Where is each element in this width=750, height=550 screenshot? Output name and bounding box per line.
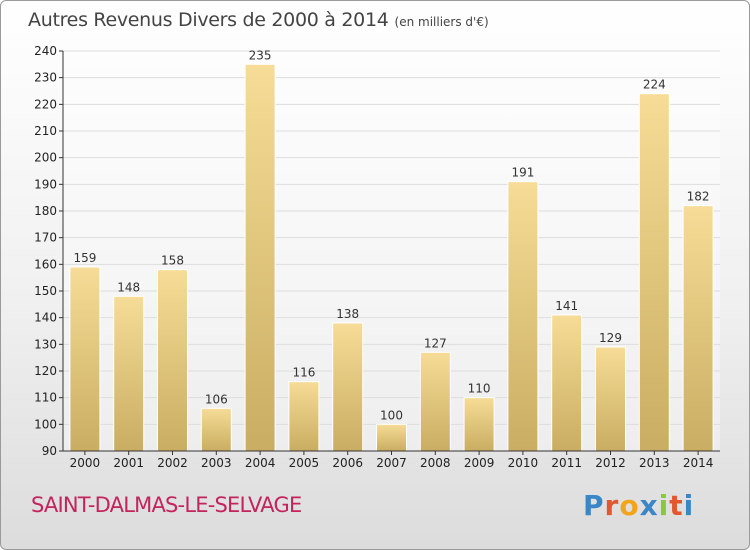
y-tick-label: 120 bbox=[34, 364, 57, 378]
logo-letter: P bbox=[583, 489, 605, 522]
logo-letter: x bbox=[639, 489, 659, 522]
bar bbox=[332, 322, 364, 452]
x-tick-label: 2009 bbox=[464, 456, 495, 470]
y-tick-label: 170 bbox=[34, 231, 57, 245]
proxiti-logo: Proxiti bbox=[583, 489, 694, 522]
bar bbox=[113, 295, 145, 452]
logo-letter: t bbox=[669, 489, 684, 522]
bar bbox=[244, 63, 276, 452]
bar-value-label: 116 bbox=[292, 366, 315, 380]
bar-value-label: 148 bbox=[117, 280, 140, 294]
title-unit: (en milliers d'€) bbox=[394, 15, 489, 29]
bar bbox=[507, 181, 539, 452]
commune-name: SAINT-DALMAS-LE-SELVAGE bbox=[31, 493, 302, 517]
x-tick-label: 2003 bbox=[201, 456, 232, 470]
bar bbox=[200, 407, 232, 452]
bar bbox=[463, 397, 495, 452]
logo-letter: i bbox=[683, 489, 695, 522]
bars bbox=[69, 63, 714, 452]
bar-value-label: 110 bbox=[468, 382, 491, 396]
bar-value-label: 106 bbox=[205, 392, 228, 406]
bar bbox=[682, 205, 714, 452]
y-tick-label: 110 bbox=[34, 391, 57, 405]
y-tick-label: 150 bbox=[34, 284, 57, 298]
y-tick-label: 240 bbox=[34, 44, 57, 58]
y-tick-label: 180 bbox=[34, 204, 57, 218]
chart-title: Autres Revenus Divers de 2000 à 2014 (en … bbox=[28, 9, 489, 31]
bar-value-label: 191 bbox=[511, 166, 534, 180]
axes bbox=[59, 50, 720, 455]
logo-letter: i bbox=[658, 489, 670, 522]
title-text: Autres Revenus Divers de 2000 à 2014 bbox=[28, 9, 389, 31]
x-tick-label: 2000 bbox=[70, 456, 101, 470]
y-tick-label: 220 bbox=[34, 97, 57, 111]
logo-letter: r bbox=[604, 489, 620, 522]
x-tick-label: 2010 bbox=[508, 456, 539, 470]
y-tick-label: 90 bbox=[42, 444, 57, 458]
x-tick-label: 2013 bbox=[639, 456, 670, 470]
bar-value-label: 100 bbox=[380, 408, 403, 422]
bar bbox=[419, 351, 451, 452]
bar bbox=[288, 381, 320, 452]
x-tick-label: 2014 bbox=[683, 456, 714, 470]
y-tick-label: 160 bbox=[34, 257, 57, 271]
bar bbox=[69, 266, 101, 452]
y-tick-label: 230 bbox=[34, 71, 57, 85]
bar bbox=[595, 346, 626, 452]
bar bbox=[376, 423, 407, 452]
x-tick-label: 2005 bbox=[289, 456, 320, 470]
bar-value-label: 182 bbox=[687, 190, 710, 204]
x-tick-label: 2001 bbox=[113, 456, 144, 470]
bar bbox=[638, 93, 670, 452]
bar-value-label: 159 bbox=[73, 251, 96, 265]
bar-value-label: 127 bbox=[424, 336, 447, 350]
y-tick-label: 140 bbox=[34, 311, 57, 325]
labels: 90 100 110 120 130 140 150 160 170 180 190 200 210 22… bbox=[34, 44, 713, 470]
bar bbox=[157, 269, 188, 452]
x-tick-label: 2002 bbox=[157, 456, 188, 470]
x-tick-label: 2011 bbox=[551, 456, 582, 470]
y-tick-label: 190 bbox=[34, 177, 57, 191]
logo-letter: o bbox=[619, 489, 640, 522]
y-tick-label: 100 bbox=[34, 417, 57, 431]
y-tick-label: 200 bbox=[34, 151, 57, 165]
bar-value-label: 158 bbox=[161, 254, 184, 268]
y-tick-label: 130 bbox=[34, 337, 57, 351]
bar bbox=[551, 314, 583, 452]
bar-value-label: 138 bbox=[336, 307, 359, 321]
y-tick-label: 210 bbox=[34, 124, 57, 138]
x-tick-label: 2012 bbox=[595, 456, 626, 470]
x-tick-label: 2008 bbox=[420, 456, 451, 470]
x-tick-label: 2007 bbox=[376, 456, 407, 470]
bar-value-label: 235 bbox=[249, 48, 272, 62]
x-tick-label: 2006 bbox=[332, 456, 363, 470]
bar-value-label: 141 bbox=[555, 299, 578, 313]
bar-value-label: 129 bbox=[599, 331, 622, 345]
x-tick-label: 2004 bbox=[245, 456, 276, 470]
bar-value-label: 224 bbox=[643, 78, 666, 92]
